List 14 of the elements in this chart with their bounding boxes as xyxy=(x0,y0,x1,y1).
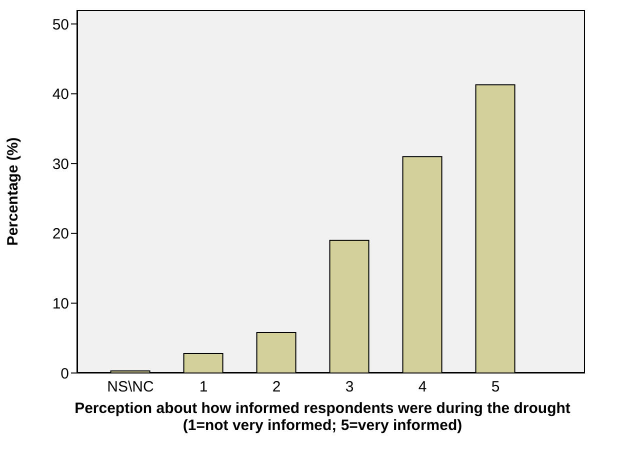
y-tick-label: 40 xyxy=(52,86,69,104)
x-tick-label: 2 xyxy=(272,378,281,396)
y-axis-title: Percentage (%) xyxy=(4,137,22,246)
y-tick-label: 20 xyxy=(52,226,69,243)
x-tick-label: NS\NC xyxy=(107,378,154,396)
x-tick-label: 4 xyxy=(418,378,427,396)
y-tick-label: 50 xyxy=(52,16,69,34)
y-tick-label: 30 xyxy=(52,156,69,173)
y-tick-label: 10 xyxy=(52,296,69,313)
x-axis-title: Perception about how informed respondents were during the drought (1=not very informed; 5=very informed) xyxy=(74,400,570,434)
x-tick-label: 3 xyxy=(345,378,354,396)
y-tick-label: 0 xyxy=(60,365,69,382)
x-tick-label: 5 xyxy=(491,378,500,396)
x-tick-label: 1 xyxy=(199,378,208,396)
